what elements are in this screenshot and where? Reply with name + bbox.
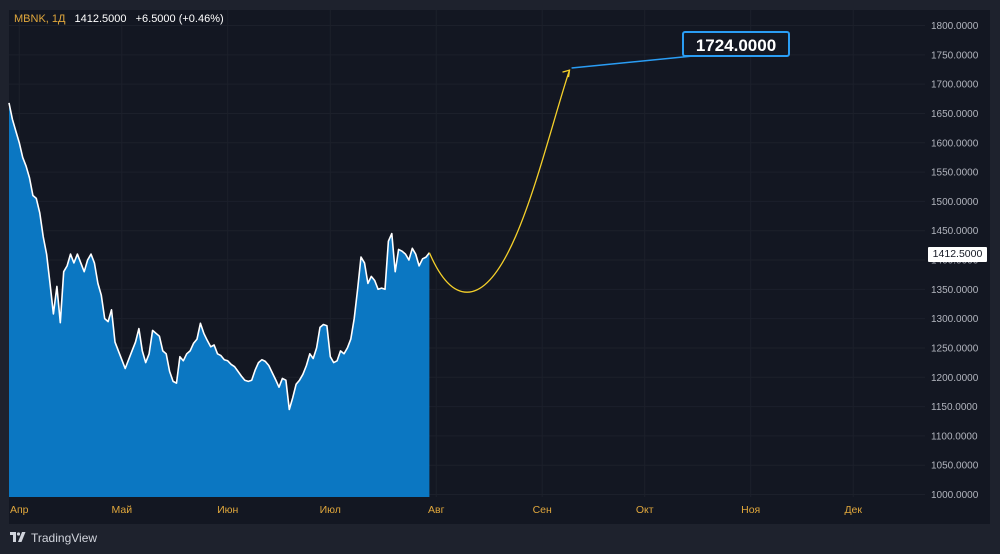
x-tick-label: Май	[112, 504, 133, 516]
x-tick-label: Апр	[10, 504, 29, 516]
x-tick-label: Сен	[533, 504, 552, 516]
x-tick-label: Окт	[636, 504, 654, 516]
y-tick-label: 1000.0000	[931, 490, 979, 501]
y-tick-label: 1700.0000	[931, 80, 979, 91]
y-tick-label: 1350.0000	[931, 285, 979, 296]
projection-arrowhead	[562, 69, 571, 78]
brand-name: TradingView	[31, 531, 98, 545]
x-tick-label: Дек	[844, 504, 862, 516]
y-tick-label: 1100.0000	[931, 431, 978, 442]
time-axis[interactable]	[9, 497, 990, 524]
chart-legend: MBNK, 1Д 1412.5000 +6.5000 (+0.46%)	[14, 13, 224, 25]
y-tick-label: 1150.0000	[931, 402, 978, 413]
price-area	[9, 102, 430, 498]
brand-footer[interactable]: TradingView	[10, 531, 97, 545]
legend-change: +6.5000 (+0.46%)	[135, 13, 224, 25]
y-tick-label: 1500.0000	[931, 197, 979, 208]
target-connector	[571, 55, 694, 69]
last-price-badge: 1412.5000	[928, 247, 987, 262]
target-price-label[interactable]: 1724.0000	[682, 31, 790, 57]
y-tick-label: 1750.0000	[931, 50, 979, 61]
y-tick-label: 1550.0000	[931, 168, 979, 179]
x-tick-label: Июл	[320, 504, 341, 516]
y-tick-label: 1050.0000	[931, 461, 979, 472]
tradingview-logo-icon	[10, 531, 26, 545]
x-tick-label: Ноя	[741, 504, 760, 516]
projection-curve[interactable]	[428, 69, 571, 293]
y-tick-label: 1650.0000	[931, 109, 979, 120]
y-tick-label: 1200.0000	[931, 373, 979, 384]
y-tick-label: 1600.0000	[931, 138, 979, 149]
y-tick-label: 1450.0000	[931, 226, 979, 237]
x-tick-label: Июн	[217, 504, 238, 516]
price-line	[8, 102, 431, 411]
x-tick-label: Авг	[428, 504, 445, 516]
y-tick-label: 1300.0000	[931, 314, 979, 325]
legend-symbol[interactable]: MBNK, 1Д	[14, 13, 66, 25]
legend-last-value: 1412.5000	[74, 13, 127, 25]
y-tick-label: 1250.0000	[931, 343, 979, 354]
y-tick-label: 1800.0000	[931, 21, 979, 32]
